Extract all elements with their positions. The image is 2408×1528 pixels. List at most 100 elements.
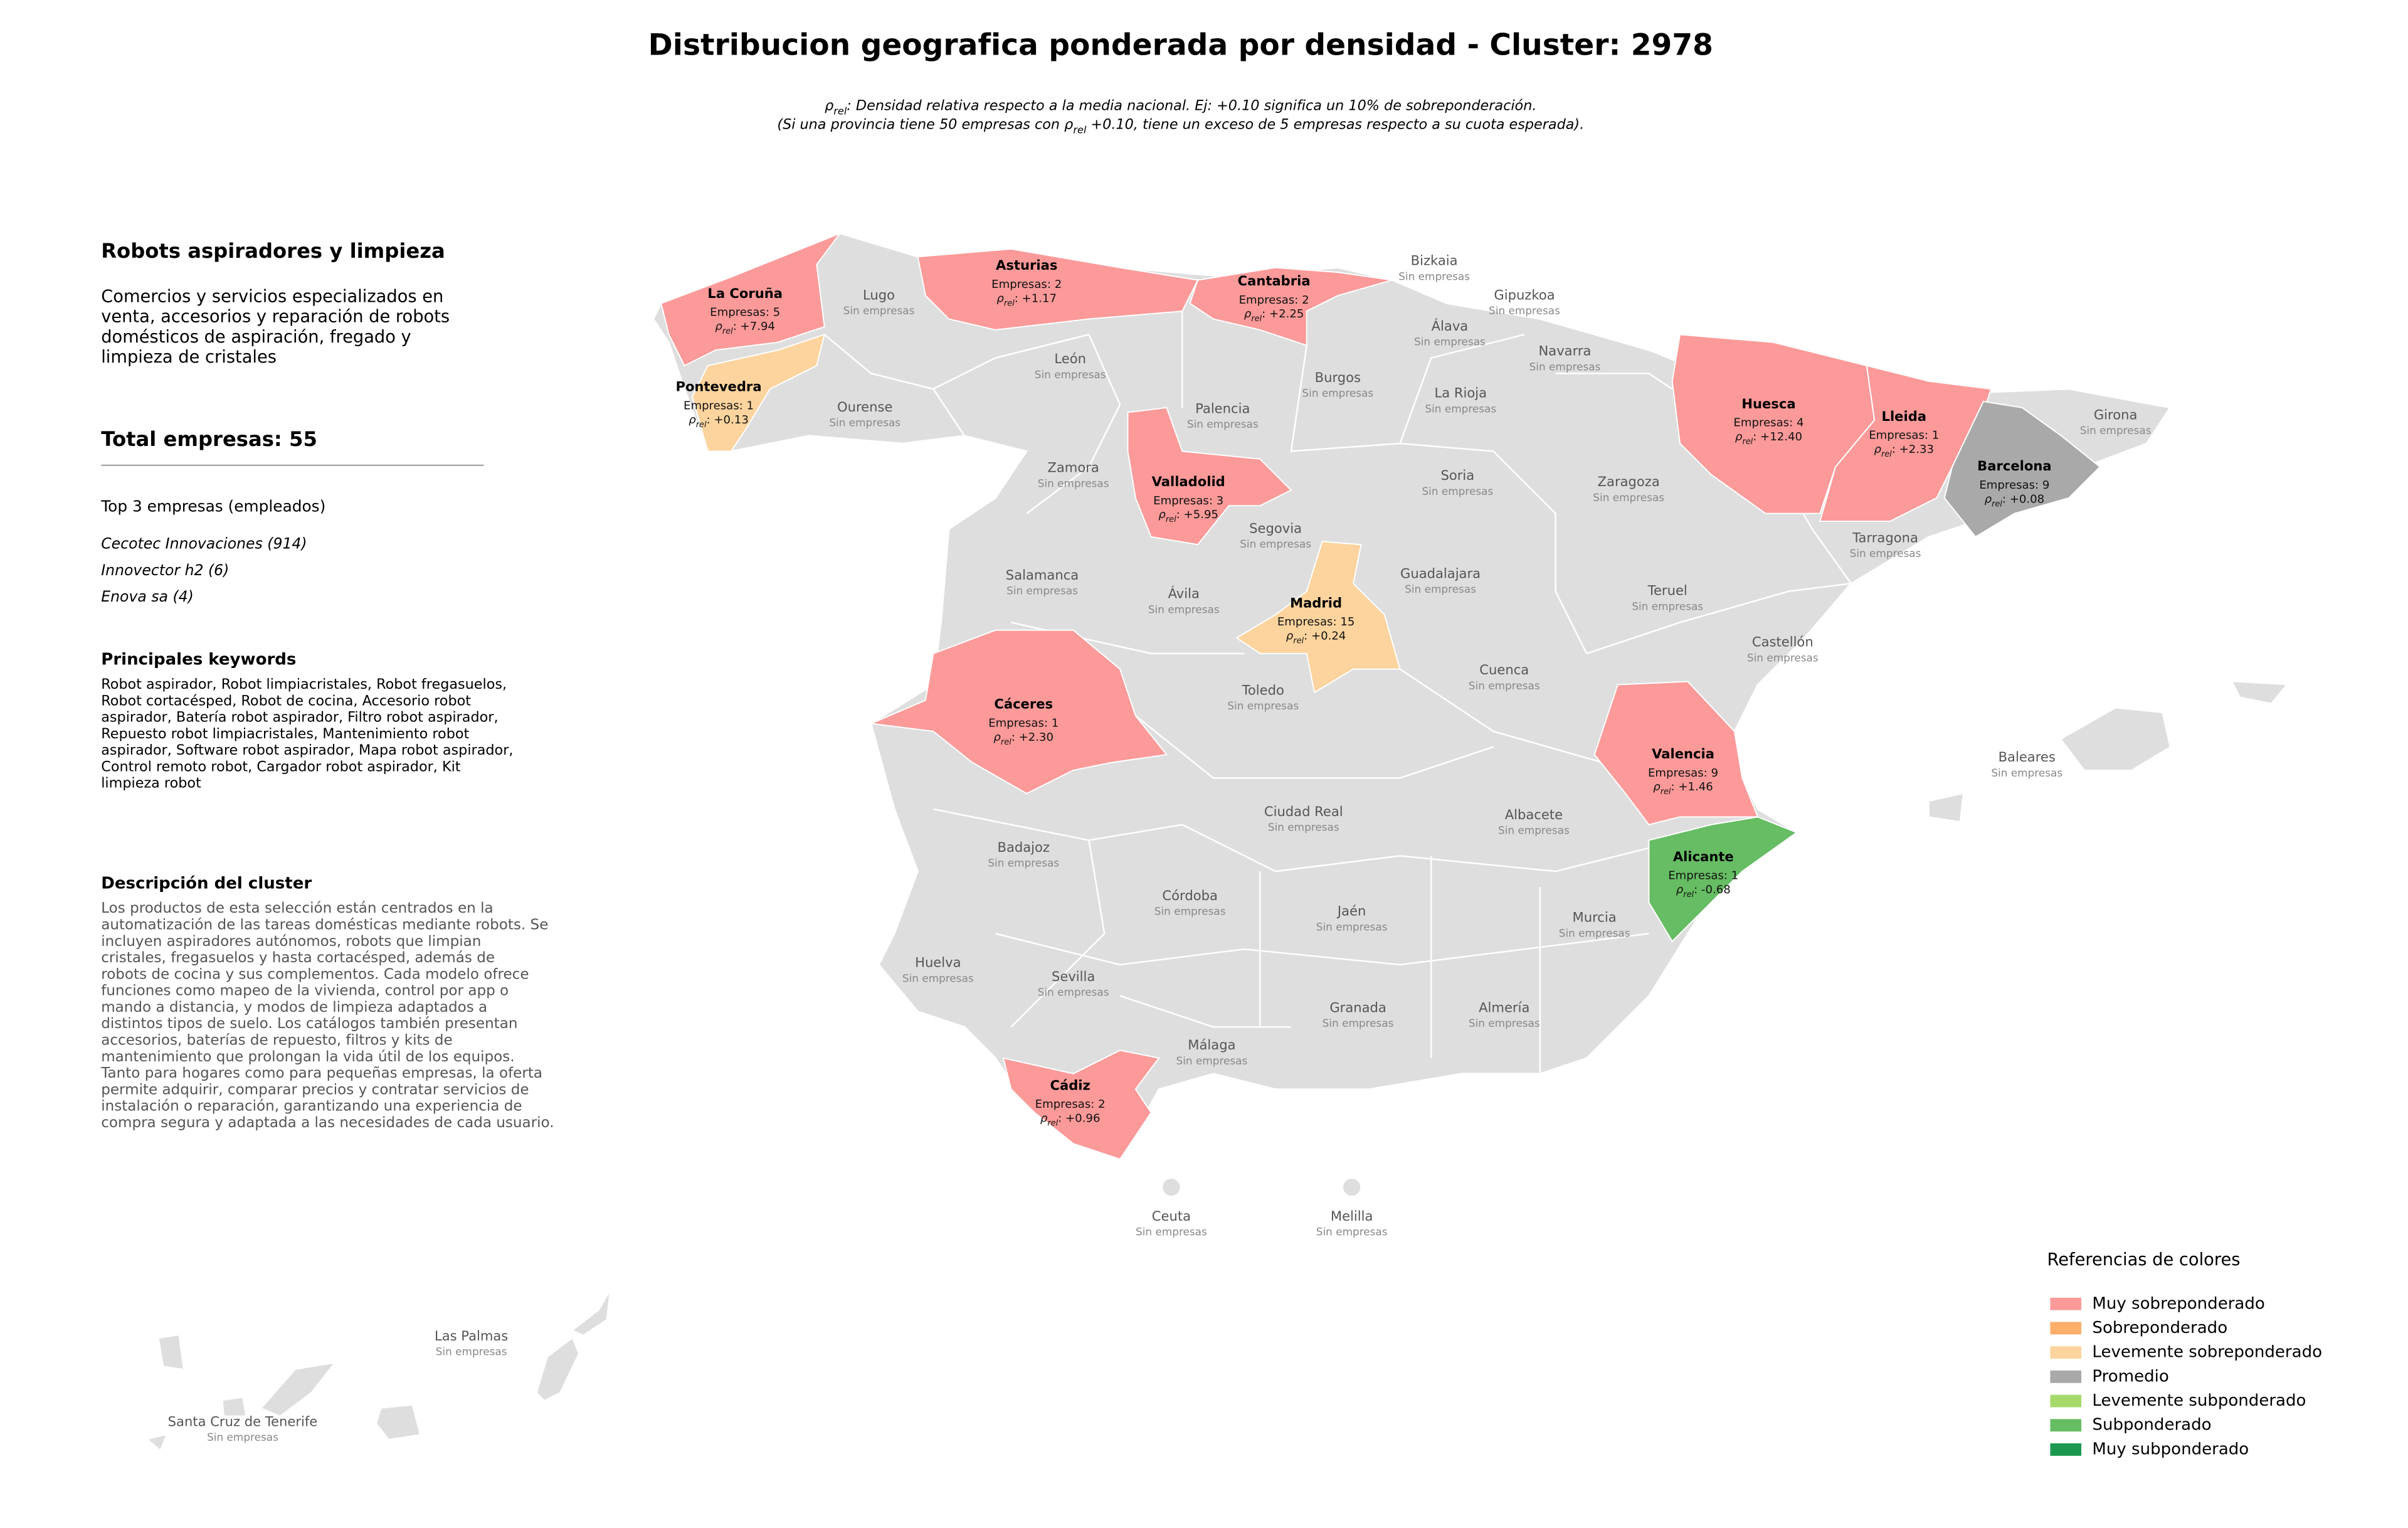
province-status: Sin empresas <box>1632 600 1703 612</box>
province-name: La Rioja <box>1435 385 1487 401</box>
description-line: distintos tipos de suelo. Los catálogos … <box>101 1016 517 1032</box>
province-name: Valencia <box>1652 746 1714 761</box>
province-status: Sin empresas <box>1006 585 1078 597</box>
province-name: Murcia <box>1573 910 1617 925</box>
province-name: Cáceres <box>994 696 1053 712</box>
province-name: Córdoba <box>1162 888 1217 903</box>
rho-sub: rel <box>1047 1119 1058 1128</box>
description-line: funciones como mapeo de la vivienda, con… <box>101 983 509 999</box>
province-name: Guadalajara <box>1400 565 1481 581</box>
province-shape <box>1235 541 1401 694</box>
province-border <box>1586 583 1852 655</box>
rho-sub: rel <box>1742 437 1753 447</box>
panel-total: Total empresas: 55 <box>101 427 317 451</box>
rho-sub: rel <box>696 420 707 430</box>
province-status: Sin empresas <box>1148 603 1220 615</box>
rho-symbol: ρ <box>1158 508 1166 521</box>
keywords-line: Control remoto robot, Cargador robot asp… <box>101 758 461 775</box>
rho-symbol: ρ <box>715 320 722 333</box>
province-status: Sin empresas <box>1035 368 1106 381</box>
province-name: Melilla <box>1331 1208 1373 1224</box>
province-status: Sin empresas <box>1316 1226 1388 1238</box>
province-name: Segovia <box>1249 520 1302 536</box>
province-name: Las Palmas <box>435 1328 508 1344</box>
province-name: Teruel <box>1647 583 1687 598</box>
province-border <box>1010 840 1106 1028</box>
province-status: Sin empresas <box>1422 485 1493 497</box>
province-name: La Coruña <box>707 285 783 301</box>
province-name: Valladolid <box>1152 474 1225 489</box>
keywords-title: Principales keywords <box>101 650 296 669</box>
island-shape <box>147 1434 167 1451</box>
rho-value: : +0.24 <box>1304 630 1346 643</box>
island-shape <box>2231 681 2288 704</box>
province-companies: Empresas: 1 <box>1668 869 1738 883</box>
island-shape <box>571 1291 611 1336</box>
rho-sub: rel <box>1992 499 2002 509</box>
description-line: mando a distancia, y modos de limpieza a… <box>101 999 487 1016</box>
rho-sub: rel <box>1166 515 1176 524</box>
rho-sub: rel <box>1293 637 1304 646</box>
province-companies: Empresas: 1 <box>1869 429 1939 442</box>
province-status: Sin empresas <box>1747 651 1819 664</box>
province-name: Ceuta <box>1152 1208 1191 1224</box>
description-line: accesorios, baterías de repuesto, filtro… <box>101 1032 452 1049</box>
legend-label: Levemente subponderado <box>2092 1391 2306 1410</box>
province-status: Sin empresas <box>843 304 915 317</box>
legend-label: Sobreponderado <box>2092 1318 2227 1337</box>
province-name: Baleares <box>1999 749 2056 765</box>
province-name: Castellón <box>1752 634 1814 650</box>
province-name: León <box>1054 351 1086 366</box>
province-rho: ρrel: +1.46 <box>1653 780 1713 797</box>
province-border <box>1290 345 1494 452</box>
province-status: Sin empresas <box>829 416 900 429</box>
rho-value: : +5.95 <box>1176 508 1218 521</box>
province-name: Cádiz <box>1050 1077 1090 1093</box>
province-status: Sin empresas <box>1991 767 2062 779</box>
keywords-line: Repuesto robot limpiacristales, Mantenim… <box>101 726 469 742</box>
enclave-shape <box>1343 1179 1361 1196</box>
province-status: Sin empresas <box>1227 699 1299 712</box>
province-name: Toledo <box>1242 682 1284 698</box>
subtitle-part: rel <box>1073 124 1087 135</box>
province-name: Cuenca <box>1479 662 1529 677</box>
province-name: Álava <box>1432 318 1469 334</box>
description-title: Descripción del cluster <box>101 874 312 893</box>
panel-summary: limpieza de cristales <box>101 348 277 367</box>
province-name: Ávila <box>1168 586 1200 602</box>
province-status: Sin empresas <box>1850 547 1921 560</box>
province-shape <box>1002 1049 1160 1160</box>
island-shape <box>376 1404 421 1440</box>
province-name: Tarragona <box>1852 529 1918 545</box>
rho-value: : +7.94 <box>733 320 775 333</box>
province-border <box>995 933 1649 966</box>
keywords-line: limpieza robot <box>101 775 201 792</box>
province-shape <box>869 629 1168 795</box>
panel-summary: Comercios y servicios especializados en <box>101 287 443 306</box>
province-shape <box>1189 267 1393 347</box>
province-companies: Empresas: 3 <box>1153 494 1223 507</box>
legend-label: Promedio <box>2092 1367 2168 1386</box>
province-name: Palencia <box>1195 400 1250 416</box>
province-name: Alicante <box>1673 849 1734 864</box>
province-companies: Empresas: 5 <box>710 306 780 319</box>
keywords-line: aspirador, Batería robot aspirador, Filt… <box>101 709 498 726</box>
legend-swatch <box>2050 1419 2082 1432</box>
legend-swatch <box>2050 1443 2082 1456</box>
province-name: Huesca <box>1741 396 1795 411</box>
province-status: Sin empresas <box>1187 418 1259 430</box>
province-companies: Empresas: 9 <box>1979 479 2049 492</box>
subtitle-part: +0.10, tiene un exceso de 5 empresas res… <box>1086 116 1584 132</box>
province-status: Sin empresas <box>1425 402 1496 415</box>
province-name: Navarra <box>1539 343 1592 359</box>
province-rho: ρrel: +2.33 <box>1874 443 1934 459</box>
province-shape <box>1671 334 1876 514</box>
enclave-shape <box>1163 1179 1180 1196</box>
top-company: Enova sa (4) <box>101 588 194 605</box>
province-status: Sin empresas <box>1302 387 1373 400</box>
province-shape <box>1943 400 2101 538</box>
province-status: Sin empresas <box>1038 477 1109 489</box>
rho-sub: rel <box>1683 890 1694 899</box>
province-status: Sin empresas <box>1414 336 1486 348</box>
province-rho: ρrel: +12.40 <box>1735 430 1802 447</box>
